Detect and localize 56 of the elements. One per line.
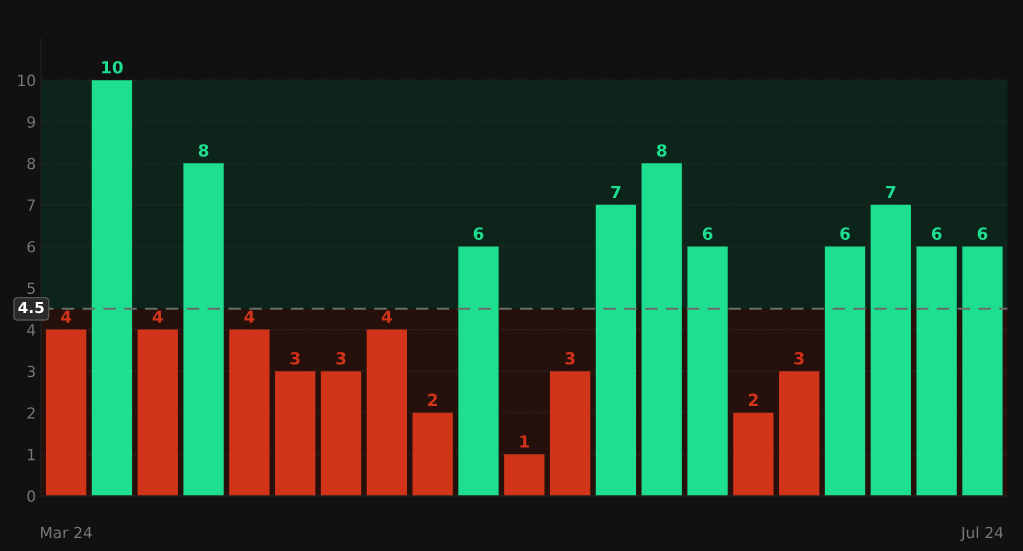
data-label: 4 xyxy=(381,310,392,323)
y-tick-label: 2 xyxy=(27,407,35,419)
data-label: 3 xyxy=(336,352,346,365)
y-tick-label: 4 xyxy=(27,324,36,336)
y-tick-label: 0 xyxy=(27,490,36,502)
data-label: 10 xyxy=(102,60,123,74)
data-label: 6 xyxy=(473,227,484,240)
bar xyxy=(504,454,545,496)
bar xyxy=(549,371,591,496)
data-label: 6 xyxy=(977,227,988,240)
bar xyxy=(183,163,224,496)
bar xyxy=(320,371,362,496)
bar xyxy=(458,246,499,496)
bar xyxy=(687,246,728,496)
bar xyxy=(229,329,270,496)
bar xyxy=(412,412,453,496)
y-tick-label: 3 xyxy=(27,365,35,378)
data-label: 6 xyxy=(840,227,850,240)
data-label: 2 xyxy=(428,393,437,406)
ref-line-label: 4.5 xyxy=(18,301,44,314)
data-label: 6 xyxy=(931,227,942,240)
data-label: 4 xyxy=(152,310,163,323)
data-label: 4 xyxy=(61,310,72,323)
bar xyxy=(962,246,1003,496)
data-label: 4 xyxy=(244,310,255,323)
data-label: 7 xyxy=(611,185,621,199)
y-tick-label: 7 xyxy=(27,199,35,211)
y-tick-label: 9 xyxy=(27,116,35,128)
data-label: 2 xyxy=(748,393,758,406)
bar xyxy=(916,246,957,496)
bar xyxy=(91,80,133,496)
bar xyxy=(595,204,637,496)
x-tick-label: Jul 24 xyxy=(960,526,1003,542)
bar xyxy=(137,329,178,496)
bar xyxy=(733,412,774,496)
data-label: 7 xyxy=(886,185,896,199)
bar xyxy=(275,371,316,496)
data-label: 8 xyxy=(198,144,209,157)
data-label: 8 xyxy=(656,144,667,157)
y-tick-label: 10 xyxy=(18,74,36,87)
bar xyxy=(870,204,911,496)
bar xyxy=(366,329,407,496)
bar xyxy=(824,246,866,496)
data-label: 1 xyxy=(520,435,529,448)
y-tick-label: 1 xyxy=(28,448,35,461)
bar xyxy=(641,163,682,496)
bar xyxy=(45,329,87,496)
data-label: 3 xyxy=(290,352,300,365)
data-label: 6 xyxy=(702,227,713,240)
y-tick-label: 5 xyxy=(27,282,35,295)
bar xyxy=(779,371,820,496)
data-label: 3 xyxy=(565,352,575,365)
y-tick-label: 6 xyxy=(27,240,36,253)
y-tick-label: 8 xyxy=(27,157,36,170)
data-label: 3 xyxy=(794,352,804,365)
x-tick-label: Mar 24 xyxy=(41,526,92,539)
